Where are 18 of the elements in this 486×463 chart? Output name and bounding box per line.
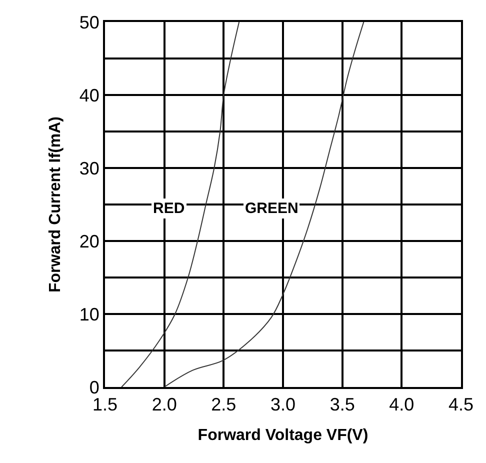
y-tick-label: 20: [79, 231, 100, 252]
x-tick-label: 3.0: [270, 394, 296, 415]
x-tick-label: 2.5: [211, 394, 236, 415]
x-axis-title: Forward Voltage VF(V): [198, 426, 368, 444]
y-tick-label: 0: [89, 377, 100, 398]
line-series: [121, 22, 240, 387]
y-tick-label: 30: [79, 158, 100, 178]
x-tick-label: 3.5: [330, 394, 355, 415]
y-tick-label: 10: [79, 304, 100, 324]
series-label: GREEN: [245, 200, 298, 217]
y-tick-label: 50: [79, 12, 100, 32]
series-label: RED: [153, 200, 185, 217]
x-tick-label: 4.0: [389, 394, 414, 415]
x-tick-label: 1.5: [92, 394, 118, 415]
y-axis-title: Forward Current If(mA): [46, 116, 64, 292]
x-tick-label: 2.0: [152, 394, 177, 415]
x-tick-label: 4.5: [448, 394, 474, 415]
y-tick-label: 40: [79, 85, 100, 106]
